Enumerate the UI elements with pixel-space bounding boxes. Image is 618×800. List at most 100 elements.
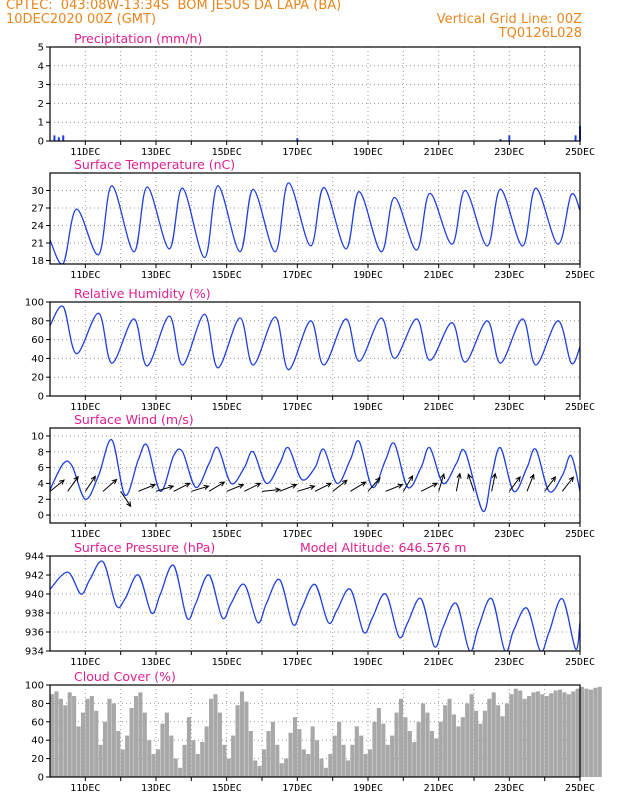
y-tick-label: 3 — [38, 80, 44, 91]
cloud-cover-bar — [491, 692, 496, 777]
cloud-cover-bar — [421, 703, 426, 777]
x-tick-label: 17DEC — [282, 147, 312, 158]
x-tick-label: 13DEC — [141, 783, 171, 794]
cloud-cover-bar — [465, 703, 470, 777]
x-tick-label: 13DEC — [141, 147, 171, 158]
x-tick-label: 25DEC — [565, 657, 595, 668]
cloud-cover-bar — [195, 754, 200, 777]
x-tick-label: 21DEC — [424, 270, 454, 281]
x-tick-label: 25DEC — [565, 147, 595, 158]
y-tick-label: 40 — [31, 354, 44, 365]
cloud-cover-bar — [531, 692, 536, 777]
pressure-series-line — [50, 560, 580, 651]
cloud-cover-bar — [164, 712, 169, 777]
y-tick-label: 18 — [31, 256, 44, 267]
x-tick-label: 17DEC — [282, 402, 312, 413]
x-tick-label: 17DEC — [282, 529, 312, 540]
y-tick-label: 24 — [31, 221, 44, 232]
x-tick-label: 19DEC — [353, 270, 383, 281]
y-tick-label: 100 — [25, 298, 44, 309]
cloud-cover-bar — [385, 744, 390, 777]
x-tick-label: 15DEC — [212, 270, 242, 281]
cloud-cover-bar — [169, 735, 174, 777]
cloud-cover-bar — [429, 731, 434, 777]
cloud-cover-bar — [270, 721, 275, 777]
x-tick-label: 23DEC — [494, 783, 524, 794]
cloud-cover-bar — [288, 732, 293, 777]
cloud-cover-bar — [235, 705, 240, 777]
cloud-cover-bar — [359, 735, 364, 777]
x-tick-label: 15DEC — [212, 657, 242, 668]
y-tick-label: 5 — [38, 43, 44, 54]
cloud-cover-bar — [266, 731, 271, 777]
cloud-cover-bar — [292, 717, 298, 777]
cloud-cover-bar — [160, 723, 165, 777]
x-tick-label: 21DEC — [424, 402, 454, 413]
cloud-cover-bar — [597, 686, 602, 777]
wind-title: Surface Wind (m/s) — [74, 412, 194, 427]
cloud-cover-bar — [182, 744, 187, 777]
wind-vector-arrow — [438, 472, 446, 492]
humidity-frame — [49, 301, 581, 397]
model-altitude-label: Model Altitude: 646.576 m — [300, 540, 466, 555]
wind-vector-arrow — [138, 483, 157, 492]
cloud-cover-bar — [328, 754, 333, 777]
cloud-cover-bar — [204, 726, 209, 777]
cloud-cover-bar — [544, 696, 549, 777]
cloud-cover-bar — [513, 688, 518, 777]
cloud-cover-bar — [319, 758, 324, 777]
precipitation-panel: 0 1 2 3 4 5 11DEC 13DEC 15DEC 17DEC 19DEC 21DEC 23DE… — [38, 31, 595, 158]
wind-vector-arrow — [297, 484, 316, 492]
wind-vector-arrow — [279, 483, 298, 492]
x-tick-label: 21DEC — [424, 783, 454, 794]
x-tick-label: 25DEC — [565, 270, 595, 281]
y-tick-label: 30 — [31, 186, 44, 197]
y-tick-label: 936 — [25, 628, 44, 639]
wind-vector-arrow — [367, 477, 381, 492]
cloud-cover-frame — [49, 684, 581, 778]
cloud-cover-bar — [553, 690, 558, 777]
cloud-cover-bar — [76, 726, 81, 777]
wind-vector-arrow — [385, 483, 404, 492]
cloud-cover-bar — [50, 694, 55, 777]
x-tick-label: 25DEC — [565, 402, 595, 413]
wind-vector-arrow — [402, 474, 414, 492]
cloud-cover-bar — [469, 694, 474, 777]
y-tick-label: 100 — [25, 681, 44, 692]
cloud-cover-bar — [142, 712, 147, 777]
x-tick-label: 15DEC — [212, 529, 242, 540]
precipitation-bar — [574, 135, 577, 141]
y-tick-label: 20 — [31, 754, 44, 765]
cloud-cover-panel: 0 20 40 60 80 100 11DEC 13DEC 15DEC 17DEC 19DEC 21D… — [25, 669, 602, 794]
cloud-cover-bar — [434, 738, 439, 777]
x-tick-label: 11DEC — [70, 657, 100, 668]
wind-vector-arrow — [120, 491, 132, 508]
cloud-cover-bar — [549, 693, 554, 777]
cloud-cover-bar — [279, 763, 284, 777]
grid-line-note: Vertical Grid Line: 00Z — [436, 12, 582, 27]
y-tick-label: 60 — [31, 717, 44, 728]
cloud-cover-bar — [496, 705, 501, 777]
x-tick-label: 15DEC — [212, 783, 242, 794]
model-id: TQ0126L028 — [498, 26, 582, 41]
cloud-cover-bar — [248, 731, 253, 777]
cloud-cover-bar — [63, 705, 68, 777]
cloud-cover-bar — [407, 731, 412, 777]
y-tick-label: 0 — [38, 392, 44, 403]
cloud-cover-title: Cloud Cover (%) — [74, 669, 176, 684]
cloud-cover-bar — [226, 758, 231, 777]
cloud-cover-bar — [478, 723, 483, 777]
wind-vector-arrow — [49, 479, 65, 492]
precipitation-bar — [53, 135, 56, 141]
cloud-cover-bar — [54, 691, 59, 777]
y-tick-label: 6 — [38, 463, 44, 474]
cloud-cover-bar — [239, 691, 245, 777]
cloud-cover-bar — [535, 691, 540, 777]
precipitation-bar — [499, 139, 502, 141]
cloud-cover-bar — [191, 740, 196, 777]
x-tick-label: 11DEC — [70, 783, 100, 794]
temperature-series-line — [50, 182, 580, 264]
y-tick-label: 0 — [38, 773, 44, 784]
cloud-cover-bar — [412, 742, 417, 777]
cloud-cover-bar — [94, 710, 99, 777]
